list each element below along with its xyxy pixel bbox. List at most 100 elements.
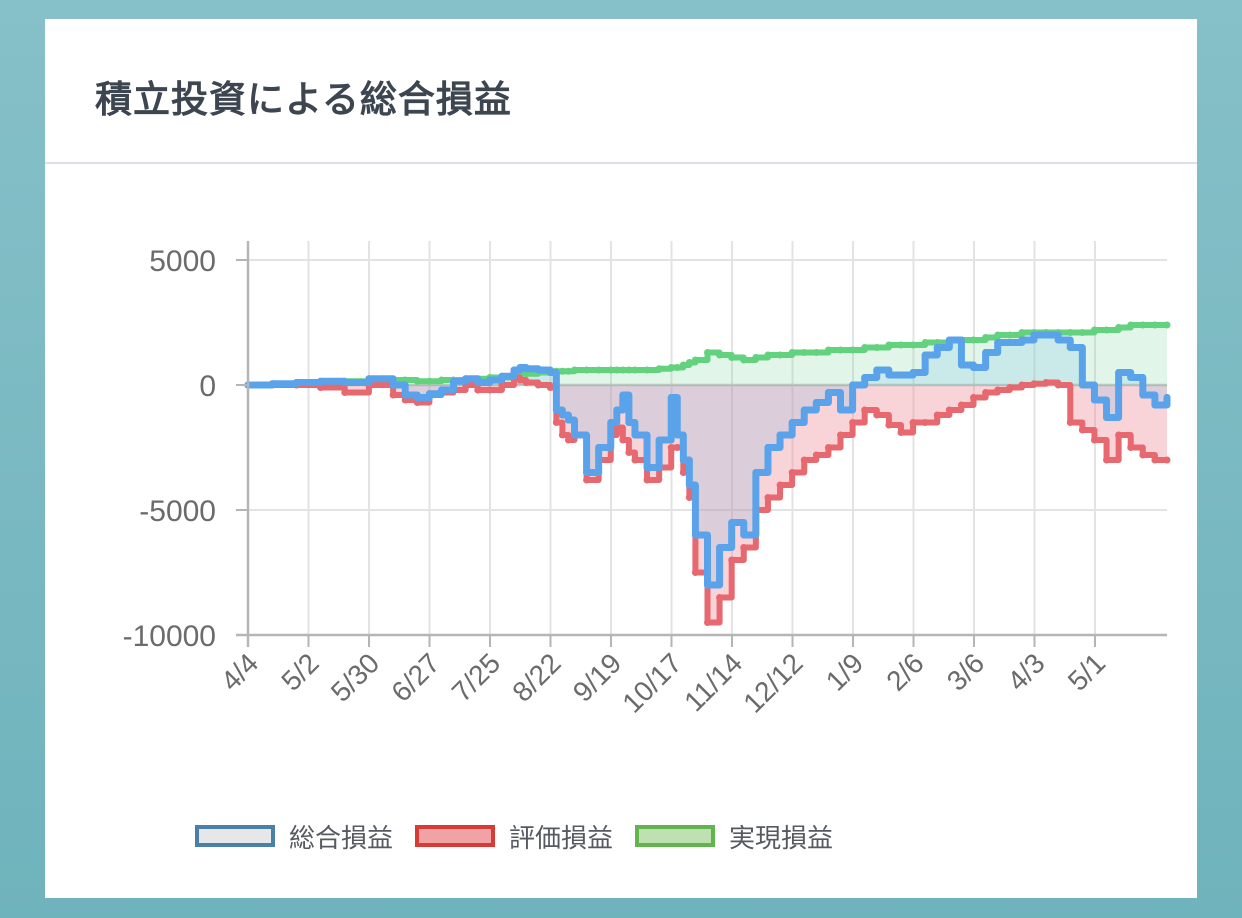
data-point <box>413 377 421 385</box>
data-point <box>1151 401 1159 409</box>
data-point <box>1103 326 1111 334</box>
data-point <box>667 364 675 371</box>
data-point <box>1054 381 1062 389</box>
data-point <box>982 389 990 396</box>
legend-swatch <box>635 825 716 847</box>
data-point <box>970 394 978 401</box>
chart-legend: 総合損益 評価損益 実現損益 <box>195 818 855 855</box>
data-point <box>619 366 627 374</box>
data-point <box>613 366 621 374</box>
data-point <box>861 374 869 381</box>
data-point <box>1078 426 1086 434</box>
data-point <box>788 419 796 426</box>
data-point <box>552 419 560 426</box>
data-point <box>1018 381 1026 389</box>
data-point <box>1115 324 1123 331</box>
data-point <box>1030 380 1038 388</box>
data-point <box>982 334 990 341</box>
data-point <box>1103 414 1111 421</box>
legend-item[interactable]: 総合損益 <box>195 818 393 855</box>
data-point <box>945 406 953 414</box>
data-point <box>1006 339 1014 346</box>
data-point <box>516 376 524 384</box>
data-point <box>643 476 651 484</box>
legend-swatch <box>415 825 496 847</box>
y-tick-label: 5000 <box>149 245 216 278</box>
data-point <box>849 419 857 426</box>
data-point <box>740 531 748 539</box>
data-point <box>1018 336 1026 344</box>
data-point <box>1066 419 1074 426</box>
data-point <box>704 619 711 626</box>
data-point <box>1066 344 1074 351</box>
data-point <box>970 336 978 344</box>
data-point <box>728 354 736 361</box>
x-tick-label: 6/27 <box>385 647 445 707</box>
data-point <box>921 351 929 359</box>
data-point <box>1066 329 1074 336</box>
data-point <box>673 431 681 439</box>
data-point <box>812 349 820 356</box>
data-point <box>873 366 881 374</box>
data-point <box>1078 329 1086 336</box>
data-point <box>317 377 325 385</box>
y-tick-label: -5000 <box>139 495 216 528</box>
data-point <box>824 346 832 354</box>
y-tick-label: 0 <box>199 370 216 403</box>
data-point <box>1151 456 1159 464</box>
data-point <box>873 411 881 419</box>
data-point <box>728 556 736 564</box>
data-point <box>625 419 633 426</box>
data-point <box>643 366 651 374</box>
data-point <box>268 380 276 388</box>
data-point <box>933 344 941 351</box>
data-point <box>849 346 857 354</box>
data-point <box>691 531 699 539</box>
x-tick-label: 1/9 <box>820 647 869 696</box>
x-tick-label: 5/1 <box>1062 647 1111 696</box>
legend-item[interactable]: 評価損益 <box>415 818 613 855</box>
data-point <box>982 349 990 356</box>
series-fill-eval <box>248 377 1167 623</box>
data-point <box>1139 451 1147 459</box>
data-point <box>716 544 724 551</box>
data-point <box>691 569 699 576</box>
data-point <box>909 419 917 426</box>
data-point <box>994 386 1002 394</box>
data-point <box>667 444 675 451</box>
data-point <box>341 389 349 396</box>
data-point <box>552 406 560 414</box>
data-point <box>1006 384 1014 391</box>
data-point <box>994 339 1002 346</box>
legend-item[interactable]: 実現損益 <box>635 818 833 855</box>
data-point <box>1127 444 1135 451</box>
x-tick-label: 5/2 <box>275 647 324 696</box>
data-point <box>897 371 905 379</box>
data-point <box>837 406 845 414</box>
data-point <box>667 394 675 401</box>
data-point <box>619 391 627 399</box>
data-point <box>583 366 591 374</box>
data-point <box>631 456 639 464</box>
data-point <box>837 431 845 439</box>
data-point <box>764 494 772 501</box>
data-point <box>619 436 627 444</box>
data-point <box>365 375 373 383</box>
x-tick-label: 11/14 <box>678 647 748 717</box>
data-point <box>897 429 905 436</box>
legend-label: 評価損益 <box>509 823 614 854</box>
data-point <box>625 449 633 456</box>
data-point <box>413 394 421 401</box>
data-point <box>583 469 591 476</box>
data-point <box>970 364 978 371</box>
data-point <box>474 386 482 394</box>
data-point <box>643 464 651 471</box>
data-point <box>728 519 736 526</box>
data-point <box>1115 369 1123 376</box>
data-point <box>498 372 506 380</box>
series-lines <box>244 321 1171 626</box>
data-point <box>389 391 397 399</box>
data-point <box>740 356 748 364</box>
x-tick-label: 5/30 <box>325 647 385 707</box>
data-point <box>776 481 784 489</box>
